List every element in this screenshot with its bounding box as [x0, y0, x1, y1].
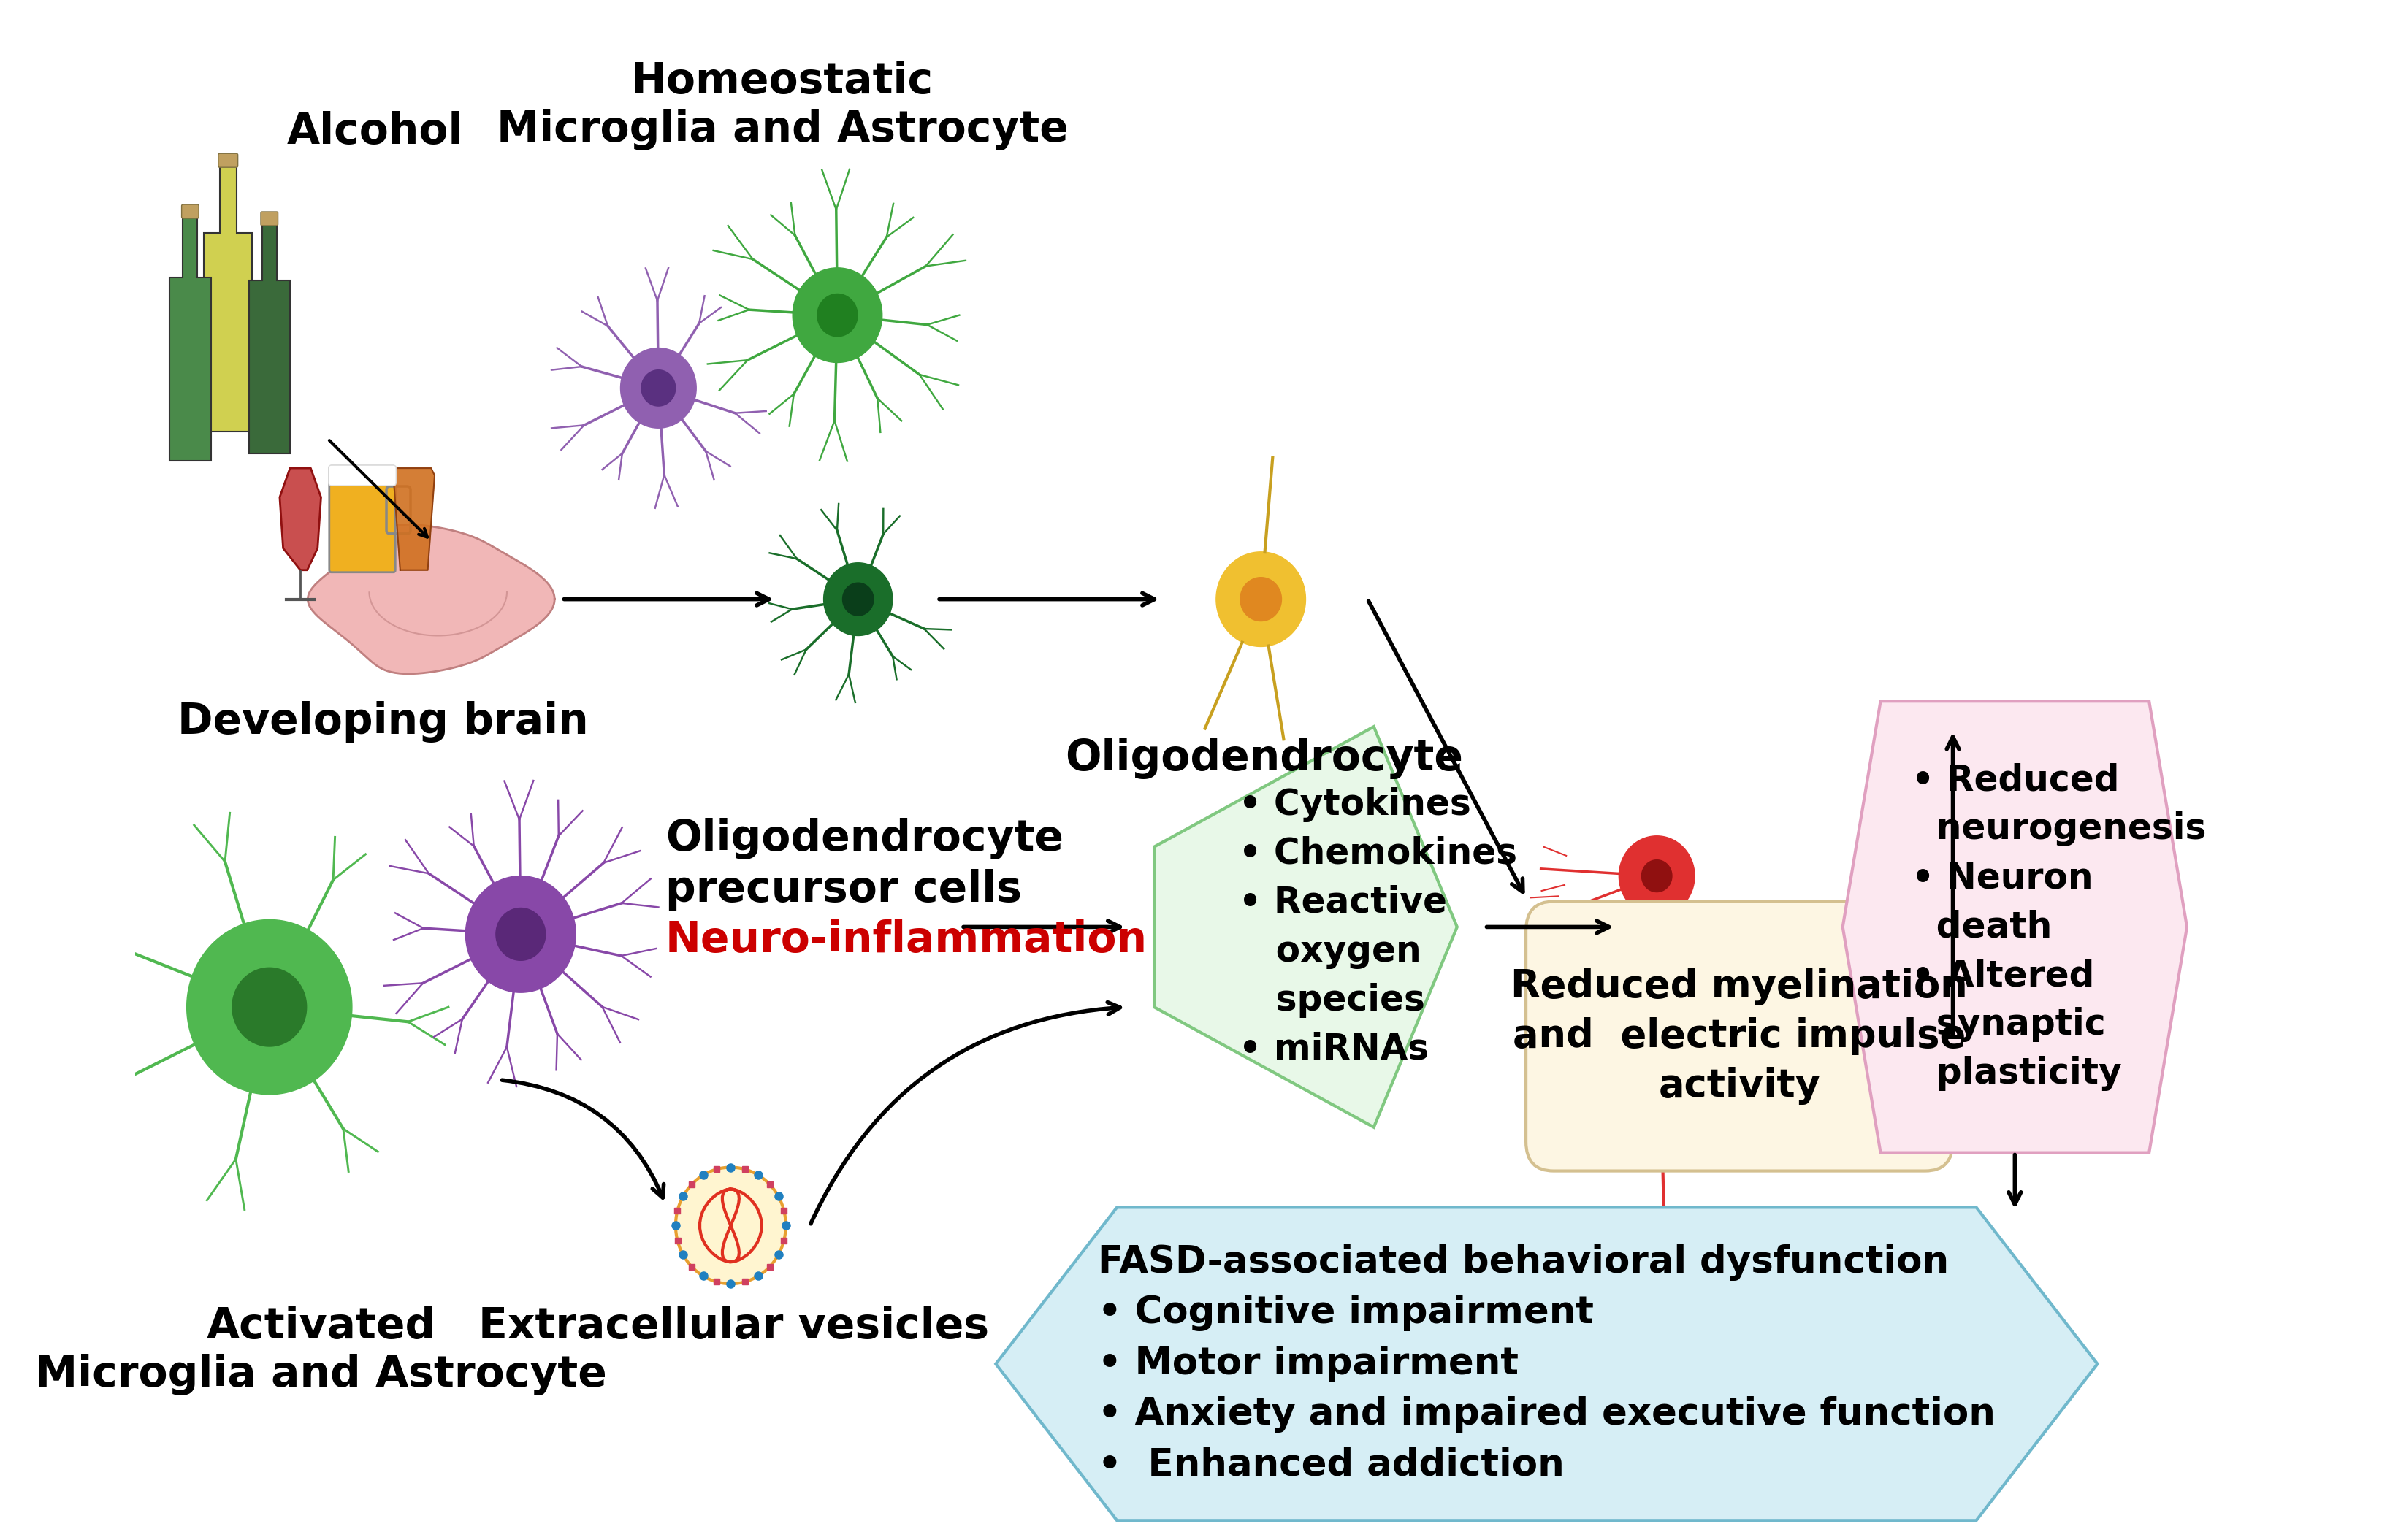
Text: Alcohol: Alcohol [287, 111, 464, 152]
Text: Extracellular vesicles: Extracellular vesicles [478, 1306, 989, 1348]
Polygon shape [495, 909, 545, 961]
Text: Neuro-inflammation: Neuro-inflammation [664, 919, 1147, 961]
Polygon shape [1843, 701, 2187, 1153]
Text: Developing brain: Developing brain [177, 701, 588, 742]
Polygon shape [203, 162, 251, 431]
Text: Oligodendrocyte: Oligodendrocyte [664, 818, 1064, 859]
Polygon shape [825, 562, 891, 636]
Text: Oligodendrocyte: Oligodendrocyte [1066, 738, 1463, 779]
FancyBboxPatch shape [1525, 901, 1953, 1170]
Polygon shape [621, 348, 695, 428]
FancyBboxPatch shape [327, 465, 397, 485]
Polygon shape [676, 1167, 786, 1284]
FancyBboxPatch shape [217, 154, 237, 168]
Polygon shape [466, 876, 576, 992]
Polygon shape [997, 1207, 2096, 1520]
Polygon shape [1618, 836, 1695, 916]
Text: Homeostatic
Microglia and Astrocyte: Homeostatic Microglia and Astrocyte [497, 60, 1068, 149]
Polygon shape [1642, 859, 1671, 892]
Polygon shape [170, 213, 210, 460]
Polygon shape [793, 268, 882, 362]
Polygon shape [1154, 727, 1456, 1127]
Polygon shape [394, 468, 435, 570]
Text: Activated
Microglia and Astrocyte: Activated Microglia and Astrocyte [36, 1306, 607, 1395]
FancyBboxPatch shape [182, 205, 198, 219]
Text: • Cytokines
• Chemokines
• Reactive
   oxygen
   species
• miRNAs: • Cytokines • Chemokines • Reactive oxyg… [1238, 787, 1518, 1067]
Polygon shape [232, 967, 306, 1046]
Polygon shape [841, 582, 872, 616]
Polygon shape [817, 294, 858, 337]
Text: Reduced myelination
and  electric impulse
activity: Reduced myelination and electric impulse… [1510, 967, 1967, 1106]
Text: precursor cells: precursor cells [664, 869, 1021, 910]
Polygon shape [1240, 578, 1281, 621]
Polygon shape [249, 220, 289, 454]
Polygon shape [280, 468, 320, 570]
Text: FASD-associated behavioral dysfunction
• Cognitive impairment
• Motor impairment: FASD-associated behavioral dysfunction •… [1097, 1244, 1996, 1483]
Polygon shape [186, 919, 351, 1095]
Polygon shape [1217, 551, 1305, 647]
FancyBboxPatch shape [330, 467, 394, 573]
Polygon shape [308, 525, 554, 675]
Text: • Reduced
  neurogenesis
• Neuron
  death
• Altered
  synaptic
  plasticity: • Reduced neurogenesis • Neuron death • … [1912, 762, 2206, 1092]
Polygon shape [641, 370, 676, 407]
FancyBboxPatch shape [261, 213, 277, 226]
